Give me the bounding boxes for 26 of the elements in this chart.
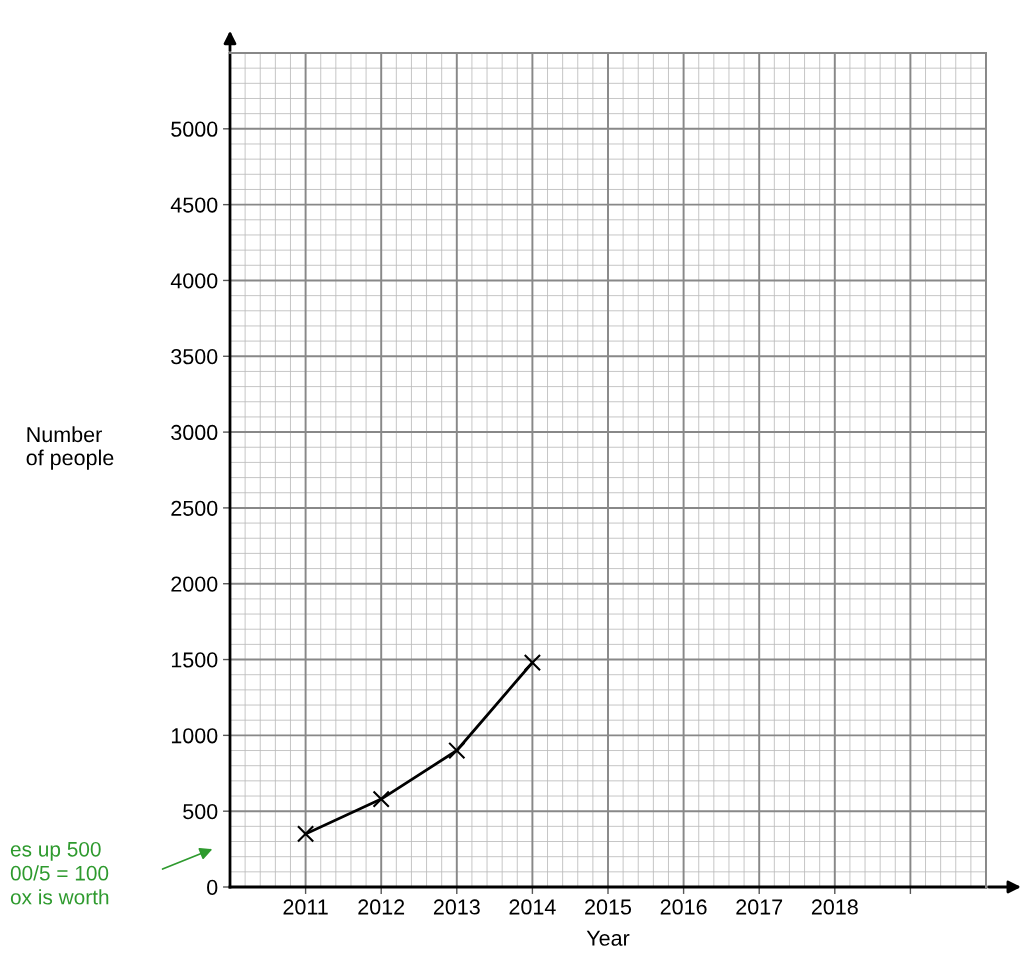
point bbox=[296, 825, 315, 843]
point bbox=[448, 741, 466, 760]
x-tick-label: 2017 bbox=[736, 899, 783, 915]
y-tick-label: 4500 bbox=[170, 197, 218, 213]
y-tick-label: 500 bbox=[183, 803, 218, 820]
x-tick-label: 2015 bbox=[585, 899, 632, 915]
x-axis-title: Year bbox=[586, 930, 630, 946]
y-tick-label: 2000 bbox=[171, 576, 218, 592]
y-tick-label: 0 bbox=[207, 879, 218, 896]
y-tick-label: 5000 bbox=[171, 121, 218, 137]
x-tick-label: 2016 bbox=[660, 899, 707, 915]
y-tick-label: 1500 bbox=[171, 652, 218, 668]
x-tick-label: 2014 bbox=[509, 899, 556, 915]
y-tick-label: 3500 bbox=[171, 349, 218, 365]
text: es up 500 00/5 = 100 ox is worth bbox=[10, 841, 109, 905]
x-tick-label: 2012 bbox=[358, 899, 405, 915]
x-tick-label: 2018 bbox=[811, 899, 858, 915]
y-tick-label: 4000 bbox=[170, 273, 218, 289]
x-tick-label: 2013 bbox=[433, 899, 480, 915]
y-tick-label: 3000 bbox=[171, 424, 218, 441]
y-axis-title: Number of people bbox=[26, 426, 114, 470]
y-tick-label: 2500 bbox=[171, 500, 218, 516]
point bbox=[523, 653, 542, 672]
point bbox=[372, 790, 390, 808]
y-tick-label: 1000 bbox=[171, 728, 218, 744]
x-tick-label: 2011 bbox=[283, 899, 328, 915]
